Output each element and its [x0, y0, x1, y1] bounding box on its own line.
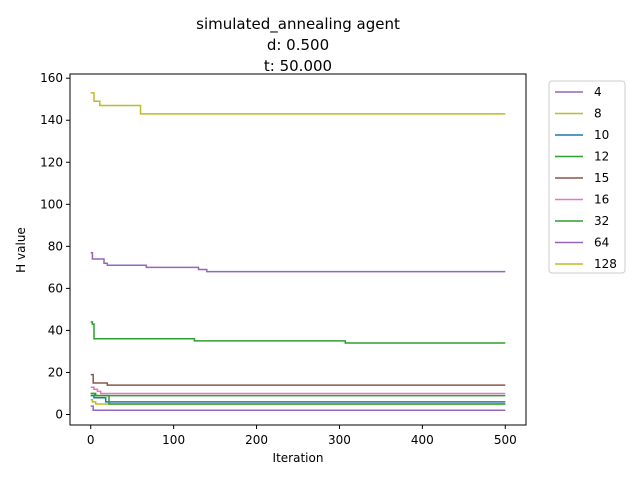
- x-tick-label: 500: [494, 433, 517, 447]
- series-line-10: [90, 394, 506, 403]
- legend-label: 15: [594, 171, 609, 185]
- legend-label: 12: [594, 150, 609, 164]
- x-tick-label: 400: [411, 433, 434, 447]
- legend: 4 8 10 12 15 16 32 64 128: [548, 80, 626, 274]
- x-tick-label: 0: [87, 433, 95, 447]
- series-line-4: [90, 405, 506, 412]
- x-axis-ticks: 0 100 200 300 400 500: [87, 425, 517, 447]
- y-tick-label: 40: [48, 323, 63, 337]
- y-axis-ticks: 0 20 40 60 80 100 120 140 160: [40, 71, 70, 421]
- plot-frame: [69, 73, 527, 426]
- x-tick-label: 100: [162, 433, 185, 447]
- legend-label: 4: [594, 85, 602, 99]
- chart-title-line-2: d: 0.500: [267, 36, 329, 54]
- series-layer: [90, 92, 506, 412]
- y-axis-label: H value: [14, 227, 28, 273]
- chart-title-line-1: simulated_annealing agent: [196, 15, 400, 34]
- legend-label: 16: [594, 193, 609, 207]
- legend-label: 8: [594, 107, 602, 121]
- y-tick-label: 140: [40, 113, 63, 127]
- y-tick-label: 20: [48, 365, 63, 379]
- y-tick-label: 160: [40, 71, 63, 85]
- series-line-128: [90, 92, 506, 115]
- series-line-32: [90, 321, 506, 344]
- legend-frame: [548, 80, 626, 274]
- y-tick-label: 0: [55, 407, 63, 421]
- y-tick-label: 60: [48, 281, 63, 295]
- series-line-extra-9: [90, 392, 506, 397]
- y-tick-label: 80: [48, 239, 63, 253]
- x-tick-label: 300: [328, 433, 351, 447]
- y-tick-label: 100: [40, 197, 63, 211]
- legend-label: 128: [594, 257, 617, 271]
- x-tick-label: 200: [245, 433, 268, 447]
- y-tick-label: 120: [40, 155, 63, 169]
- legend-label: 10: [594, 128, 609, 142]
- legend-label: 32: [594, 214, 609, 228]
- series-line-15: [90, 373, 506, 386]
- legend-label: 64: [594, 236, 609, 250]
- chart-title-line-3: t: 50.000: [264, 57, 332, 75]
- x-axis-label: Iteration: [273, 451, 324, 465]
- series-line-16: [90, 386, 506, 395]
- series-line-64: [90, 251, 506, 273]
